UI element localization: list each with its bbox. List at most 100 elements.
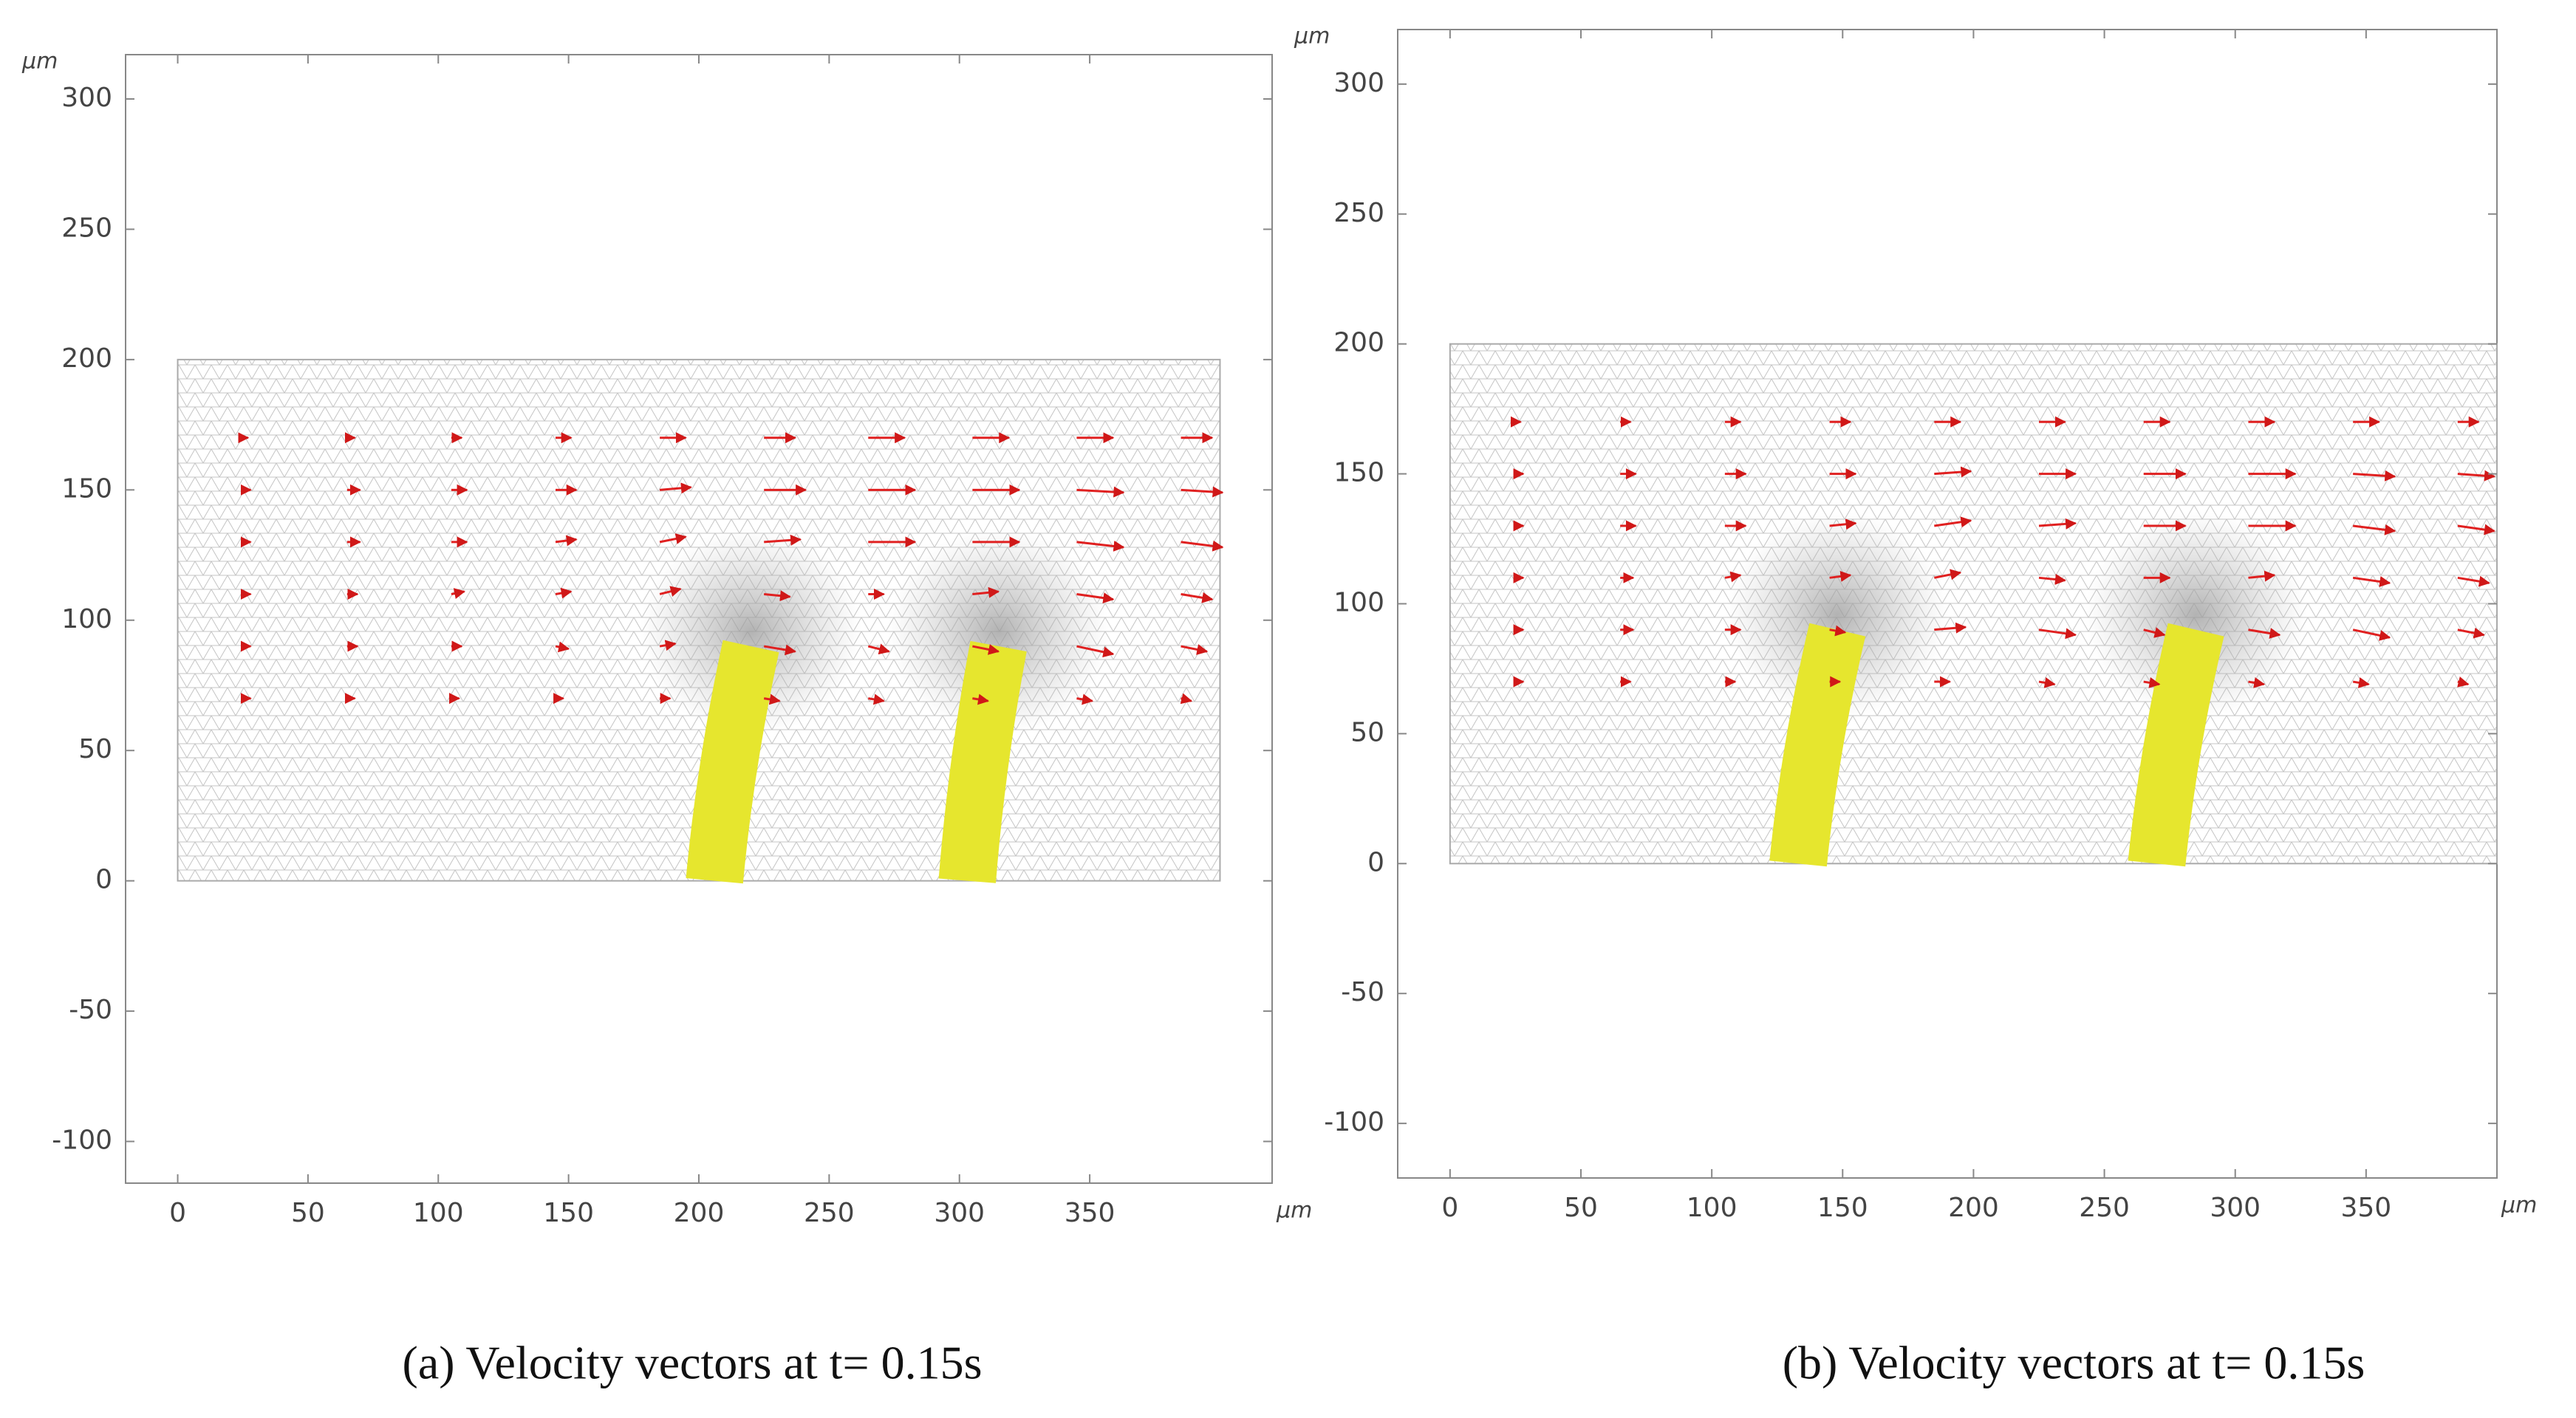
y-axis-unit: μm xyxy=(21,49,58,75)
y-tick-label: -100 xyxy=(1324,1107,1384,1137)
x-tick-label: 100 xyxy=(413,1198,464,1228)
velocity-arrow xyxy=(2352,628,2391,641)
velocity-arrow xyxy=(2248,677,2266,688)
velocity-arrow xyxy=(2457,524,2495,535)
velocity-arrow xyxy=(2457,627,2485,639)
velocity-arrow xyxy=(2352,677,2370,688)
velocity-arrow xyxy=(2352,576,2391,587)
velocity-arrow xyxy=(2457,575,2490,587)
x-tick-label: 300 xyxy=(934,1198,985,1228)
velocity-arrow xyxy=(972,693,990,705)
pillar xyxy=(938,640,1027,883)
x-tick-label: 250 xyxy=(2079,1193,2130,1223)
velocity-arrow xyxy=(555,587,573,599)
velocity-arrow xyxy=(2038,677,2056,688)
velocity-arrow xyxy=(763,644,796,656)
velocity-arrow xyxy=(1181,540,1224,552)
velocity-arrow xyxy=(2038,628,2077,640)
velocity-arrow xyxy=(659,640,677,651)
velocity-arrow xyxy=(659,586,682,597)
velocity-arrow xyxy=(2038,574,2066,585)
mesh-domain xyxy=(1449,343,2498,865)
velocity-arrow xyxy=(972,586,1000,598)
y-tick-label: -50 xyxy=(1341,977,1384,1007)
velocity-arrow xyxy=(1933,569,1962,580)
x-tick-label: 0 xyxy=(1441,1193,1458,1223)
x-tick-label: 300 xyxy=(2210,1193,2261,1223)
y-tick-label: 0 xyxy=(95,865,112,895)
velocity-arrow xyxy=(1076,693,1094,705)
velocity-arrow xyxy=(1934,622,1967,634)
x-tick-label: 50 xyxy=(291,1198,325,1228)
y-tick-label: -100 xyxy=(52,1126,112,1156)
velocity-arrow xyxy=(1076,645,1115,658)
velocity-arrow xyxy=(1829,625,1847,637)
y-tick-label: 300 xyxy=(61,83,112,113)
velocity-arrow xyxy=(867,643,890,655)
velocity-arrow xyxy=(1076,486,1125,498)
y-tick-label: 50 xyxy=(78,734,112,764)
velocity-arrow xyxy=(659,482,692,494)
y-tick-label: -50 xyxy=(69,995,112,1025)
flow-shadow xyxy=(1726,511,1949,719)
flow-shadow xyxy=(640,528,862,736)
caption: (a) Velocity vectors at t= 0.15s xyxy=(403,1337,983,1389)
velocity-arrow xyxy=(555,641,570,653)
velocity-arrow xyxy=(1076,592,1115,604)
velocity-arrow xyxy=(868,693,885,705)
pillar xyxy=(2128,623,2224,867)
x-tick-label: 250 xyxy=(804,1198,855,1228)
y-tick-label: 100 xyxy=(61,604,112,634)
velocity-arrow xyxy=(763,693,781,705)
flow-shadow xyxy=(887,528,1110,736)
x-tick-label: 350 xyxy=(2340,1193,2391,1223)
x-tick-label: 150 xyxy=(1817,1193,1868,1223)
velocity-arrow xyxy=(764,590,791,602)
x-tick-label: 50 xyxy=(1564,1193,1598,1223)
velocity-arrow xyxy=(1934,516,1972,528)
velocity-arrow xyxy=(1724,571,1742,583)
velocity-arrow xyxy=(659,533,687,544)
y-tick-label: 150 xyxy=(61,473,112,504)
y-tick-label: 250 xyxy=(1333,198,1384,228)
y-tick-label: 200 xyxy=(1333,328,1384,358)
caption: (b) Velocity vectors at t= 0.15s xyxy=(1783,1337,2365,1389)
velocity-arrow xyxy=(555,535,578,547)
y-axis-unit: μm xyxy=(1294,24,1330,49)
velocity-arrow xyxy=(1076,541,1125,552)
y-tick-label: 250 xyxy=(61,213,112,243)
velocity-arrow xyxy=(2457,470,2495,482)
velocity-arrow xyxy=(2038,518,2077,530)
velocity-arrow xyxy=(2143,677,2161,688)
y-tick-label: 300 xyxy=(1333,68,1384,98)
y-tick-label: 100 xyxy=(1333,588,1384,618)
velocity-arrow xyxy=(1181,644,1209,655)
velocity-arrow xyxy=(764,534,802,546)
x-axis-unit: μm xyxy=(2501,1193,2537,1219)
velocity-arrow xyxy=(972,644,1000,655)
velocity-arrow xyxy=(1180,693,1193,705)
velocity-arrow xyxy=(451,588,466,599)
flow-shadow xyxy=(2085,511,2307,719)
velocity-arrow xyxy=(1934,466,1972,478)
x-tick-label: 350 xyxy=(1065,1198,1116,1228)
velocity-arrow xyxy=(1181,486,1224,498)
velocity-arrow xyxy=(1181,592,1214,603)
velocity-arrow xyxy=(1829,571,1852,582)
velocity-arrow xyxy=(1829,518,1857,530)
y-tick-label: 0 xyxy=(1367,847,1384,877)
x-tick-label: 100 xyxy=(1687,1193,1738,1223)
velocity-arrow xyxy=(2457,677,2470,688)
x-axis-unit: μm xyxy=(1276,1198,1312,1224)
y-tick-label: 150 xyxy=(1333,458,1384,488)
pillar xyxy=(686,640,779,884)
x-tick-label: 150 xyxy=(543,1198,594,1228)
x-tick-label: 200 xyxy=(1948,1193,1999,1223)
velocity-arrow xyxy=(2353,470,2396,482)
velocity-arrow xyxy=(2143,627,2166,638)
pillar xyxy=(1769,623,1866,867)
x-tick-label: 200 xyxy=(674,1198,725,1228)
velocity-arrow xyxy=(2248,570,2276,582)
velocity-arrow xyxy=(2352,524,2396,535)
